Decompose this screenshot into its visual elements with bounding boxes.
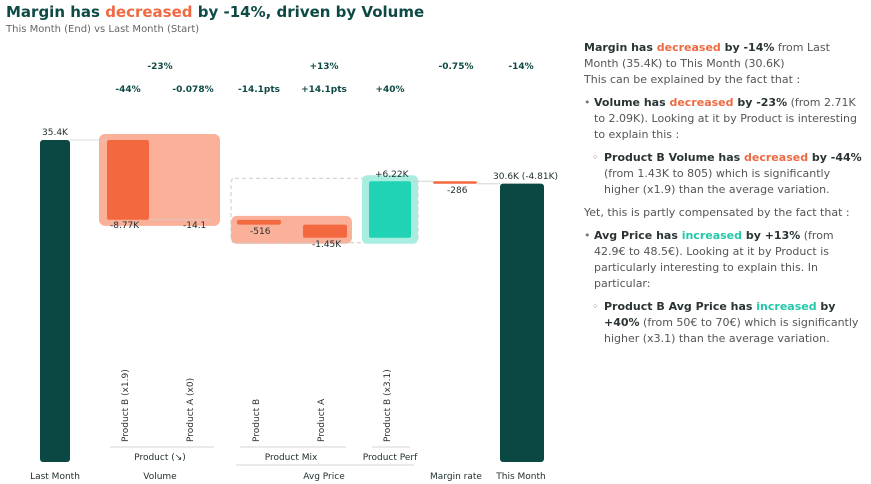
subcategory-label: Product B	[252, 399, 262, 442]
intro-explain: This can be explained by the fact that :	[584, 73, 801, 86]
title-prefix: Margin has	[6, 3, 106, 21]
subcategory-label: Product A	[317, 398, 327, 442]
subcategory-label: Product B (x1.9)	[121, 369, 131, 442]
intro-detail: from Last Month (35.4K) to This Month (3…	[584, 41, 830, 70]
value-label: -8.77K	[110, 221, 140, 231]
x-axis-label: Avg Price	[303, 472, 345, 482]
bullet-volume-lead: Volume has	[594, 96, 670, 109]
bullet-price-lead: Avg Price has	[594, 229, 682, 242]
group-label: Product Perf	[363, 453, 418, 463]
bullet-volume-detail: (from 2.71K to 2.09K). Looking at it by …	[594, 96, 857, 141]
bar-perf-product-b	[369, 181, 411, 238]
group-label: Product Mix	[265, 453, 318, 463]
sub-volume-detail: (from 1.43K to 805) which is significant…	[604, 167, 831, 196]
variation-label: -14.1pts	[238, 85, 280, 95]
x-axis-label: Margin rate	[430, 472, 482, 482]
waterfall-chart: 35.4K -8.77K -14.1 -516 -1.45K +6.22K -286 30.6…	[30, 62, 558, 482]
bullet-volume-amount: by -23%	[733, 96, 788, 109]
sub-volume-lead: Product B Volume has	[604, 151, 745, 164]
page-subtitle: This Month (End) vs Last Month (Start)	[6, 24, 200, 35]
bar-volume-product-b	[107, 140, 149, 220]
intro-lead: Margin has	[584, 41, 657, 54]
bar-mix-product-a	[303, 224, 347, 238]
bar-last-month	[40, 140, 70, 462]
sub-bullet-product-b-price: Product B Avg Price has increased by +40…	[584, 299, 866, 347]
value-label: -14.1	[183, 221, 206, 231]
intro-keyword: decreased	[656, 41, 721, 54]
sub-price-detail: (from 50€ to 70€) which is significantly…	[604, 316, 859, 345]
x-axis-label: This Month	[495, 472, 545, 482]
sub-volume-keyword: decreased	[744, 151, 809, 164]
value-label: 35.4K	[42, 128, 69, 138]
variation-label: -23%	[147, 62, 172, 72]
intro-amount: by -14%	[720, 41, 775, 54]
variation-label: +13%	[309, 62, 338, 72]
bullet-volume: Volume has decreased by -23% (from 2.71K…	[584, 95, 866, 143]
bullet-price-detail: (from 42.9€ to 48.5€). Looking at it by …	[594, 229, 834, 290]
variation-label: -0.75%	[439, 62, 474, 72]
value-label: -516	[250, 227, 271, 237]
bullet-price-amount: by +13%	[742, 229, 801, 242]
title-keyword: decreased	[105, 3, 193, 21]
sub-price-keyword: increased	[756, 300, 817, 313]
sub-price-lead: Product B Avg Price has	[604, 300, 757, 313]
subcategory-label: Product A (x0)	[186, 378, 196, 442]
bullet-volume-keyword: decreased	[669, 96, 734, 109]
sub-bullet-product-b-volume: Product B Volume has decreased by -44% (…	[584, 150, 866, 198]
value-label: 30.6K (-4.81K)	[493, 172, 558, 182]
page-title: Margin has decreased by -14%, driven by …	[6, 3, 424, 21]
subcategory-label: Product B (x3.1)	[383, 369, 393, 442]
sub-volume-amount: by -44%	[808, 151, 862, 164]
group-label: Product (↘)	[134, 453, 186, 463]
compensation-intro: Yet, this is partly compensated by the f…	[584, 206, 850, 219]
explanation-panel: Margin has decreased by -14% from Last M…	[584, 40, 866, 347]
value-label: -286	[447, 186, 468, 196]
variation-label: -0.078%	[172, 85, 213, 95]
variation-label: +14.1pts	[301, 85, 347, 95]
title-suffix: by -14%, driven by Volume	[192, 3, 425, 21]
variation-label: -44%	[115, 85, 140, 95]
bullet-avg-price: Avg Price has increased by +13% (from 42…	[584, 228, 866, 292]
bar-this-month	[500, 183, 544, 462]
x-axis-label: Volume	[143, 472, 177, 482]
variation-label: +40%	[375, 85, 404, 95]
bullet-price-keyword: increased	[681, 229, 743, 242]
sub-price-amount: by +40%	[604, 300, 836, 329]
x-axis-label: Last Month	[30, 472, 80, 482]
bar-mix-product-b	[237, 219, 281, 225]
variation-label: -14%	[508, 62, 533, 72]
value-label: +6.22K	[375, 170, 410, 180]
value-label: -1.45K	[312, 240, 342, 250]
bar-margin-rate	[433, 181, 477, 184]
bar-volume-product-a	[151, 219, 211, 223]
